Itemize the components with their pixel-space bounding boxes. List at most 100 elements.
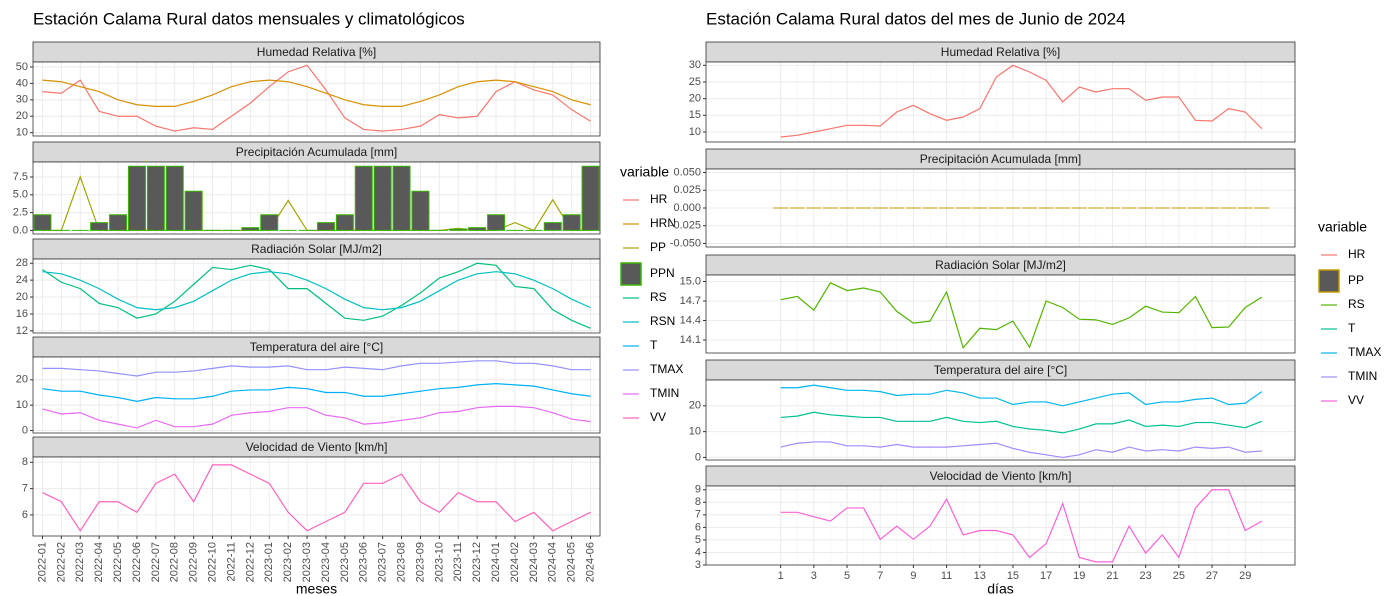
legend-label: HR [1348,247,1366,261]
y-tick-label: 30 [689,59,701,71]
x-tick-label: 2022-08 [169,542,181,582]
x-tick-label: 13 [974,570,986,582]
strip-label: Velocidad de Viento [km/h] [246,440,388,454]
legend-label: TMAX [1348,345,1381,359]
y-tick-label: 4 [695,546,701,558]
series-line [780,441,1262,459]
panel-border [705,274,1296,354]
panel-border [32,356,601,434]
bar [109,214,128,231]
y-tick-label: 30 [16,94,28,106]
y-tick-label: 16 [16,308,28,320]
y-tick-label: 20 [16,110,28,122]
x-tick-label: 2022-11 [225,542,237,582]
bar [543,222,562,231]
legend-label: VV [650,410,666,424]
legend-label: T [1348,321,1356,335]
legend-label: TMIN [1348,369,1377,383]
x-tick-label: 2024-01 [490,542,502,582]
x-tick-label: 2022-05 [112,542,124,582]
x-tick-label: 19 [1073,570,1085,582]
legend-label: HRN [650,216,676,230]
panel [706,275,1295,353]
legend-label: VV [1348,393,1364,407]
x-tick-label: 2022-01 [36,542,48,582]
y-tick-label: -0.050 [670,237,701,249]
x-tick-label: 17 [1040,570,1052,582]
y-tick-label: 7.5 [13,171,28,183]
y-tick-label: 10 [16,127,28,139]
x-tick-label: 2022-02 [55,542,67,582]
series-line [780,384,1263,407]
y-tick-label: 15.0 [680,275,701,287]
y-tick-label: 0.0 [13,224,28,236]
y-tick-label: 50 [16,61,28,73]
x-tick-label: 2023-08 [395,542,407,582]
x-axis-title: días [987,581,1013,596]
legend-title: variable [620,164,669,180]
y-tick-label: 7 [695,509,701,521]
x-tick-label: 5 [844,570,850,582]
x-tick-label: 2022-04 [93,542,105,582]
panel-border [705,168,1296,248]
chart-title: Estación Calama Rural datos del mes de J… [706,9,1126,28]
y-tick-label: 6 [695,521,701,533]
strip-label: Humedad Relativa [%] [941,45,1060,59]
x-tick-label: 2022-09 [188,542,200,582]
y-tick-label: 14.4 [680,314,701,326]
series-line [42,405,591,429]
y-tick-label: 15 [689,109,701,121]
x-tick-label: 11 [941,570,952,582]
y-tick-label: 2.5 [13,207,28,219]
x-tick-label: 2023-03 [301,542,313,582]
panel [33,62,600,136]
y-tick-label: 8 [695,496,701,508]
y-tick-label: 20 [16,374,28,386]
y-tick-label: 14.7 [680,295,701,307]
legend-label: HR [650,192,668,206]
legend-label: PPN [650,266,675,280]
x-tick-label: 1 [778,570,784,582]
panel-border [705,485,1296,566]
series-line [780,489,1263,563]
x-tick-label: 15 [1007,570,1019,582]
series-line [42,360,591,377]
x-tick-label: 2022-07 [150,542,162,582]
series-line [780,64,1263,138]
x-tick-label: 2023-02 [282,542,294,582]
panel [706,62,1295,142]
bar [354,165,373,231]
strip-label: Temperatura del aire [°C] [250,340,384,354]
strip-label: Humedad Relativa [%] [257,45,376,59]
bar [335,214,354,231]
bar [316,222,335,231]
strip-label: Precipitación Acumulada [mm] [236,145,397,159]
x-tick-label: 2023-07 [377,542,389,582]
panel-border [32,61,601,137]
x-tick-label: 2022-06 [131,542,143,582]
strip-label: Velocidad de Viento [km/h] [930,469,1072,483]
x-tick-label: 29 [1239,570,1251,582]
y-tick-label: 20 [689,93,701,105]
legend-label: TMIN [650,386,679,400]
bar [241,227,260,231]
series-line [42,382,591,402]
y-tick-label: 25 [689,76,701,88]
bar [449,228,468,231]
series-line [42,271,591,311]
panel [33,457,600,536]
y-tick-label: 0 [695,451,701,463]
chart-title: Estación Calama Rural datos mensuales y … [33,9,465,28]
x-tick-label: 2022-03 [74,542,86,582]
y-tick-label: 14.1 [680,334,701,346]
series-line [42,262,591,329]
y-tick-label: 0.025 [673,184,701,196]
y-tick-label: 24 [16,274,28,286]
panel-border [32,161,601,235]
series-line [780,411,1263,434]
strip-label: Temperatura del aire [°C] [934,363,1068,377]
y-tick-label: 5.0 [13,189,28,201]
x-tick-label: 2023-06 [358,542,370,582]
x-tick-label: 2024-03 [528,542,540,582]
x-tick-label: 2023-04 [320,542,332,582]
